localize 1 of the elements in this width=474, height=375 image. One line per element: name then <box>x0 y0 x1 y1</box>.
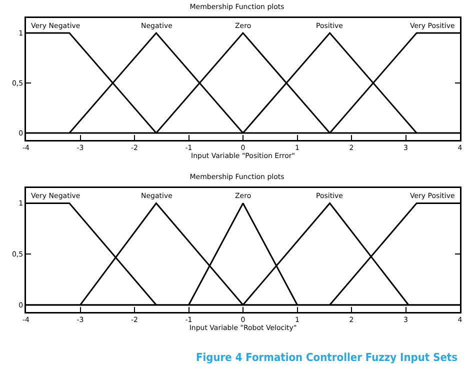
caption: Figure 4 Formation Controller Fuzzy Input Sets <box>196 351 458 364</box>
